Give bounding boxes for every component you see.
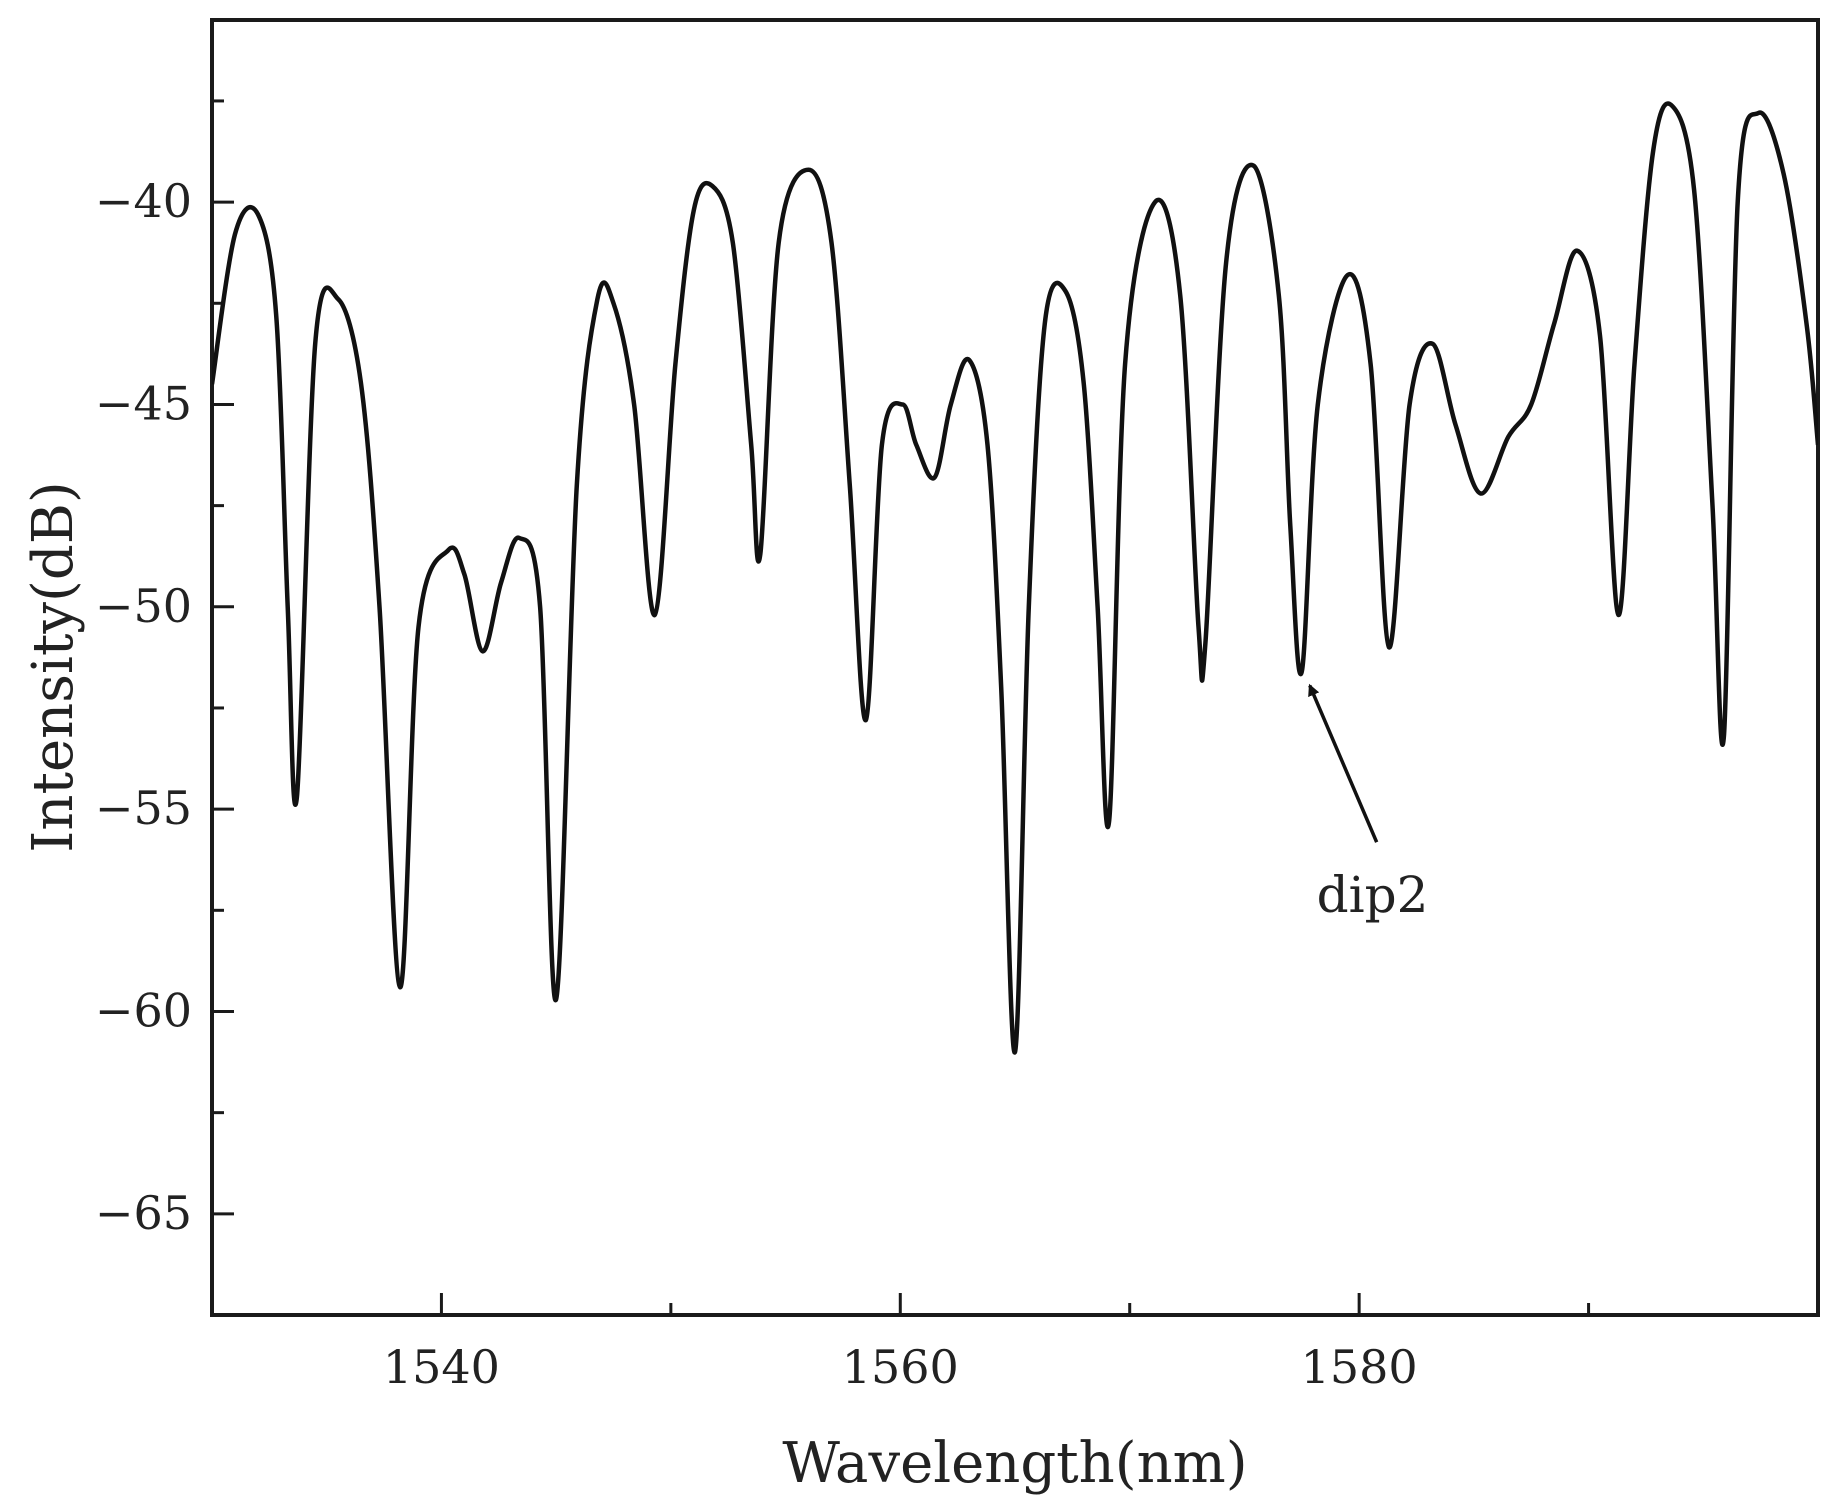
x-tick-label: 1540 <box>383 1340 500 1394</box>
series-layer <box>212 101 1818 1055</box>
y-tick-label: −65 <box>95 1186 192 1240</box>
spectrum-line <box>212 101 1818 1055</box>
plot-frame <box>210 18 1820 1317</box>
annotation-arrow <box>1308 683 1379 843</box>
x-axis-title: Wavelength(nm) <box>782 1431 1247 1496</box>
y-tick-label: −50 <box>95 579 192 633</box>
y-axis-ticks: −40 −45 −50 −55 −60 −65 <box>95 99 234 1240</box>
x-tick-label: 1580 <box>1301 1340 1418 1394</box>
x-axis-ticks: 1540 1560 1580 <box>383 1293 1591 1394</box>
y-tick-label: −60 <box>95 983 192 1037</box>
y-axis-title: Intensity(dB) <box>21 481 86 852</box>
x-tick-label: 1560 <box>842 1340 959 1394</box>
y-tick-label: −45 <box>95 376 192 430</box>
annotation-label: dip2 <box>1317 866 1429 924</box>
annotation-layer: dip2 <box>1308 683 1429 924</box>
y-tick-label: −40 <box>95 174 192 228</box>
y-tick-label: −55 <box>95 781 192 835</box>
